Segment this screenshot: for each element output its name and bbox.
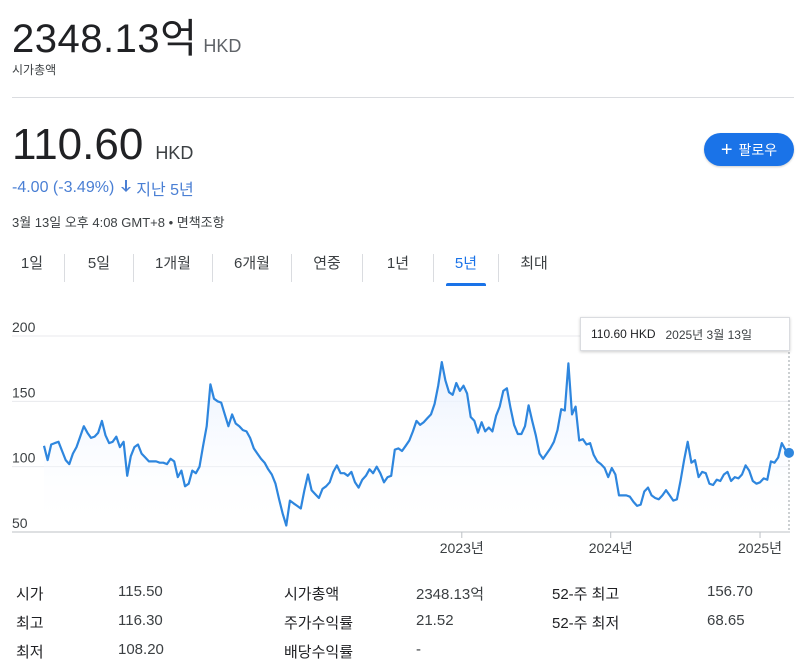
y-tick-label: 50 bbox=[12, 515, 28, 531]
tab-separator bbox=[212, 254, 213, 282]
stats-row: 시가 115.50 시가총액 2348.13억 52-주 최고 156.70 bbox=[0, 583, 802, 607]
tab-5d[interactable]: 5일 bbox=[65, 252, 133, 286]
stat-label: 시가총액 bbox=[284, 586, 340, 603]
tab-1m[interactable]: 1개월 bbox=[134, 252, 212, 286]
follow-label: 팔로우 bbox=[738, 141, 778, 158]
quote-meta: 3월 13일 오후 4:08 GMT+8 • 면책조항 bbox=[12, 212, 225, 231]
stat-value: 68.65 bbox=[707, 612, 745, 629]
stats-row: 최고 116.30 주가수익률 21.52 52-주 최저 68.65 bbox=[0, 612, 802, 636]
tab-label: 5년 bbox=[454, 255, 478, 272]
tab-5y-wrap: 5년 bbox=[434, 252, 498, 286]
market-cap-value: 2348.13억 bbox=[12, 17, 198, 61]
tab-label: 최대 bbox=[520, 255, 548, 272]
divider bbox=[12, 97, 794, 98]
stat-label: 최저 bbox=[16, 644, 44, 661]
change-period: 지난 5년 bbox=[136, 182, 194, 199]
tab-label: 1년 bbox=[386, 255, 410, 272]
current-price: 110.60 bbox=[12, 120, 144, 169]
y-tick-label: 100 bbox=[12, 450, 36, 466]
tab-label: 1개월 bbox=[155, 255, 191, 272]
stat-value: 21.52 bbox=[416, 612, 454, 629]
tab-label: 5일 bbox=[87, 255, 111, 272]
market-cap-currency: HKD bbox=[203, 36, 242, 56]
change-value: -4.00 (-3.49%) bbox=[12, 179, 115, 196]
range-tabs: 1일 5일 1개월 6개월 연중 1년 5년 최대 bbox=[0, 252, 569, 286]
tab-max[interactable]: 최대 bbox=[499, 252, 569, 286]
market-cap-label: 시가총액 bbox=[12, 63, 57, 77]
stat-value: 108.20 bbox=[118, 641, 164, 658]
y-tick-label: 150 bbox=[12, 384, 36, 400]
tab-separator bbox=[498, 254, 499, 282]
arrow-down-icon bbox=[120, 179, 132, 198]
tab-label: 1일 bbox=[20, 255, 44, 272]
stat-value: 115.50 bbox=[118, 583, 163, 600]
stat-value: 156.70 bbox=[707, 583, 753, 600]
tab-label: 연중 bbox=[313, 255, 341, 272]
meta-separator: • bbox=[164, 215, 177, 230]
stats-row: 최저 108.20 배당수익률 - bbox=[0, 641, 802, 665]
tooltip-date: 2025년 3월 13일 bbox=[665, 327, 752, 342]
chart-area bbox=[44, 362, 789, 532]
tab-6m[interactable]: 6개월 bbox=[213, 252, 291, 286]
tab-separator bbox=[133, 254, 134, 282]
tab-1d[interactable]: 1일 bbox=[0, 252, 64, 286]
stat-value: - bbox=[416, 641, 421, 658]
tab-label: 6개월 bbox=[234, 255, 270, 272]
timestamp: 3월 13일 오후 4:08 GMT+8 bbox=[12, 215, 165, 230]
tab-1y[interactable]: 1년 bbox=[363, 252, 433, 286]
x-tick-label: 2025년 bbox=[738, 540, 782, 556]
stat-label: 배당수익률 bbox=[284, 644, 354, 661]
tab-separator bbox=[291, 254, 292, 282]
x-tick-label: 2023년 bbox=[440, 540, 484, 556]
current-point bbox=[784, 447, 794, 458]
x-tick-label: 2024년 bbox=[589, 540, 633, 556]
price-currency: HKD bbox=[155, 143, 194, 163]
stat-label: 시가 bbox=[16, 586, 44, 603]
chart-tooltip: 110.60 HKD 2025년 3월 13일 bbox=[580, 317, 790, 351]
price-change: -4.00 (-3.49%) 지난 5년 bbox=[12, 176, 194, 200]
tab-ytd[interactable]: 연중 bbox=[292, 252, 362, 286]
stat-value: 116.30 bbox=[118, 612, 163, 629]
tab-separator bbox=[64, 254, 65, 282]
disclaimer-link[interactable]: 면책조항 bbox=[176, 215, 225, 230]
stat-label: 최고 bbox=[16, 615, 44, 632]
stat-value: 2348.13억 bbox=[416, 586, 485, 603]
stat-label: 52-주 최저 bbox=[552, 615, 620, 632]
plus-icon: + bbox=[720, 138, 733, 161]
tab-5y[interactable]: 5년 bbox=[446, 252, 486, 286]
tooltip-price: 110.60 HKD bbox=[591, 327, 656, 341]
price-chart[interactable]: 200 150 100 50 2023년 2024년 2025년 bbox=[0, 300, 802, 570]
tab-separator bbox=[362, 254, 363, 282]
chart-line bbox=[42, 361, 790, 527]
chart-xticks: 2023년 2024년 2025년 bbox=[440, 532, 782, 556]
market-cap-header: 2348.13억 HKD bbox=[12, 6, 241, 64]
follow-button[interactable]: + 팔로우 bbox=[704, 133, 794, 166]
tab-separator bbox=[433, 254, 434, 282]
price-row: 110.60 HKD bbox=[12, 120, 193, 170]
stat-label: 주가수익률 bbox=[284, 615, 354, 632]
stat-label: 52-주 최고 bbox=[552, 586, 620, 603]
y-tick-label: 200 bbox=[12, 319, 36, 335]
